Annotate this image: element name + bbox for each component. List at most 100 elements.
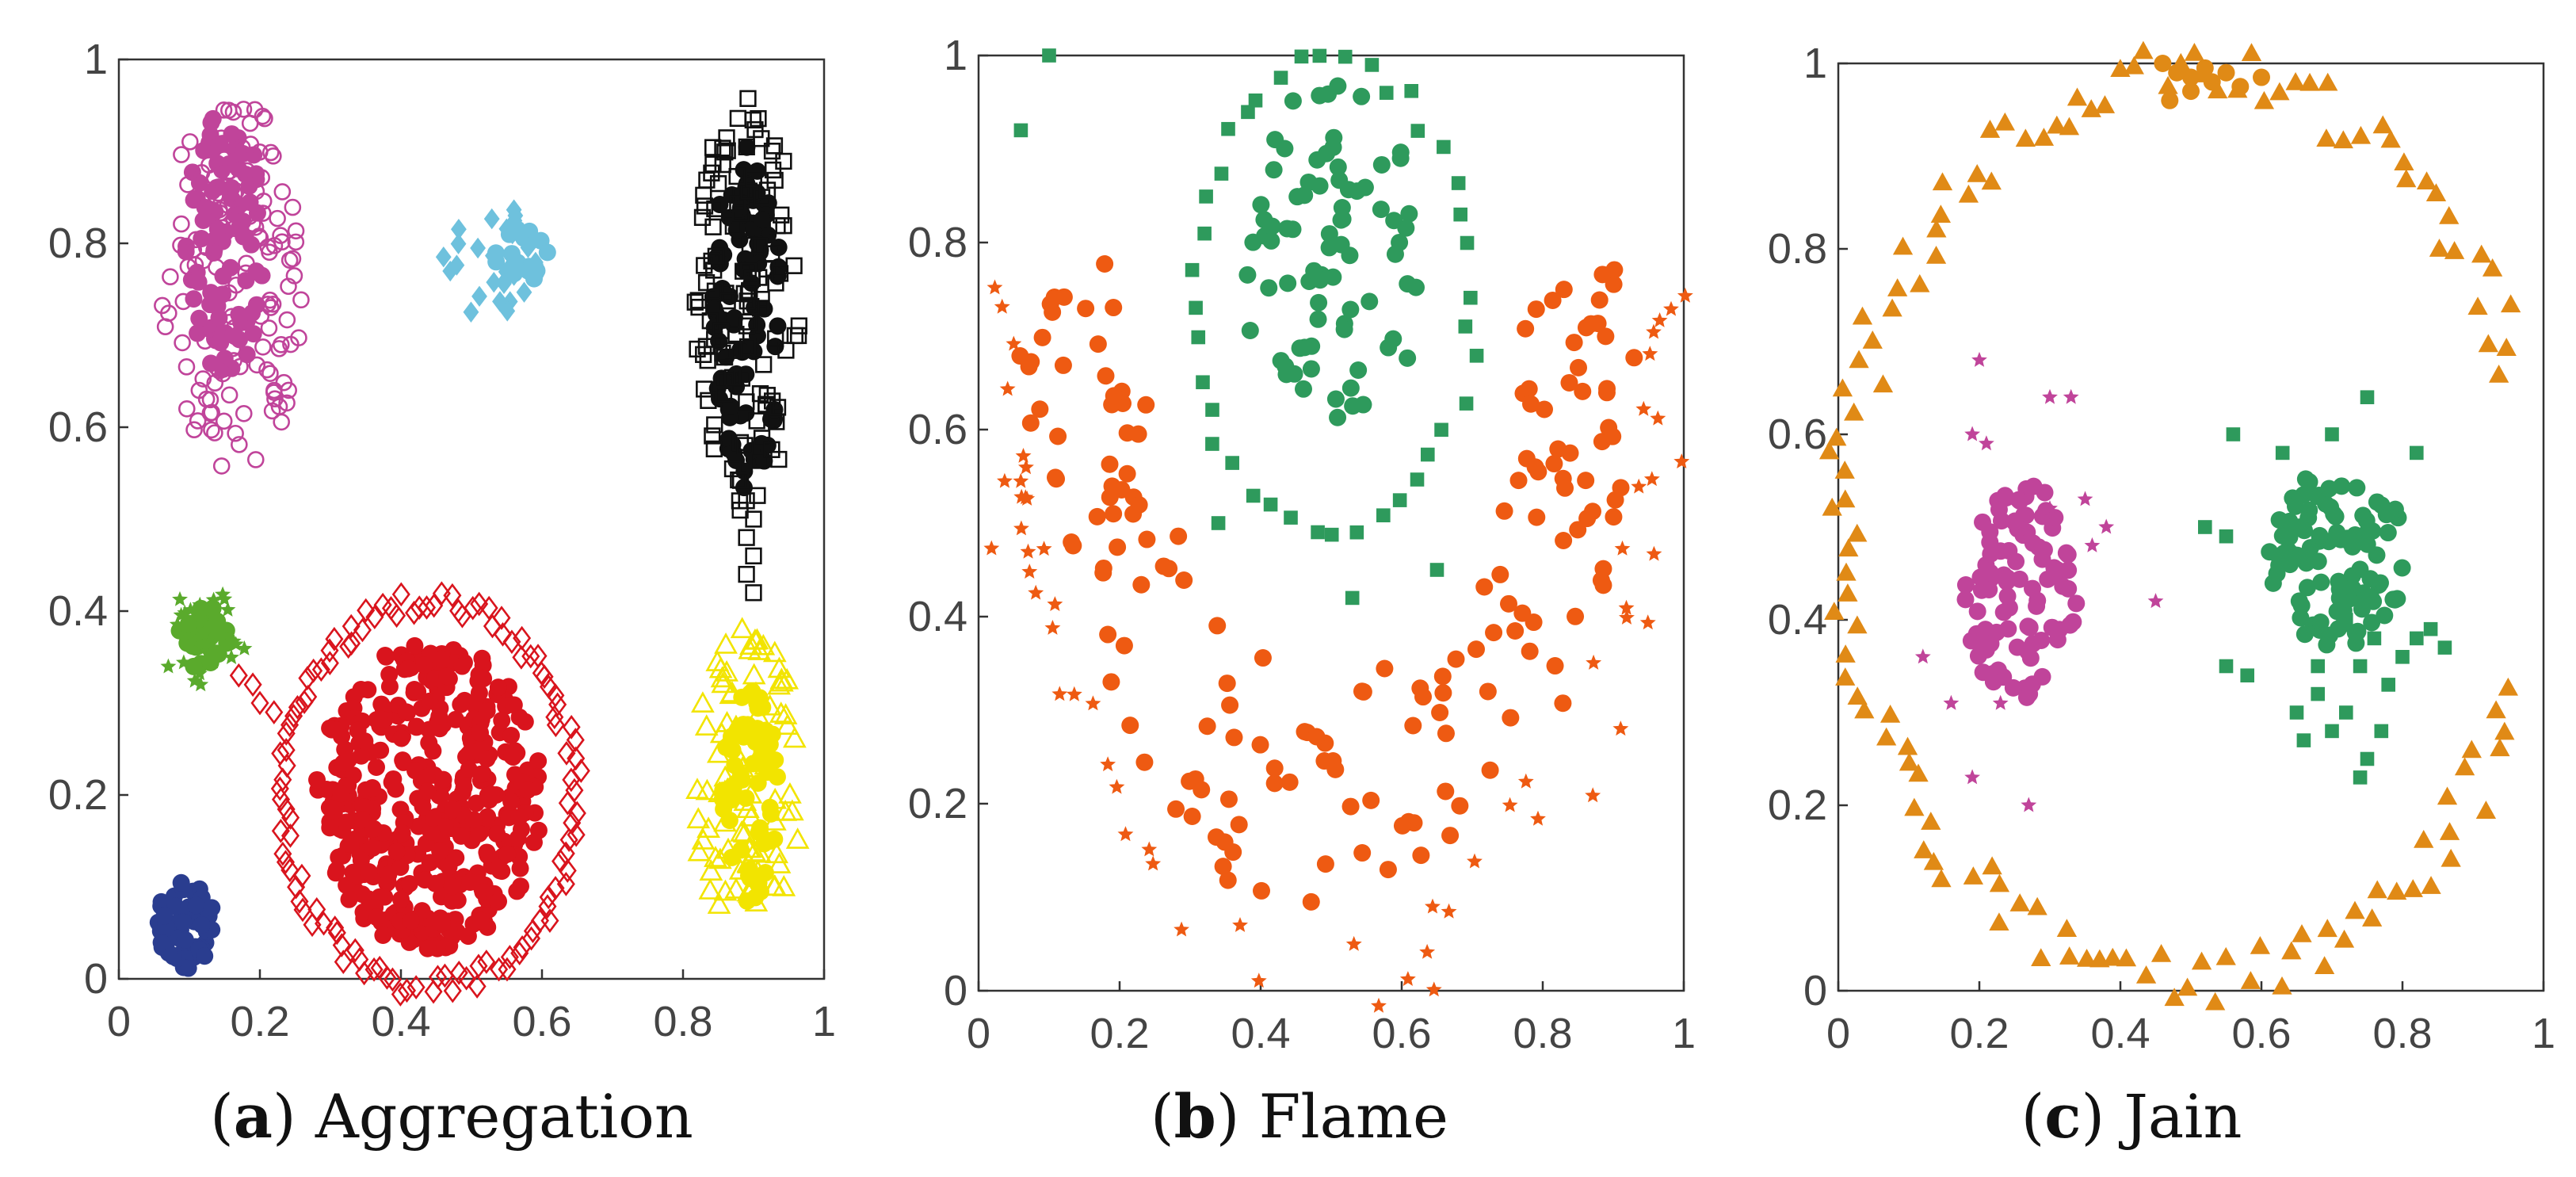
data-point — [2437, 786, 2458, 805]
data-point — [327, 920, 346, 946]
data-point — [707, 892, 731, 914]
data-point — [202, 130, 220, 148]
data-point — [1544, 291, 1562, 309]
data-point — [1353, 844, 1372, 862]
y-tick-label: 1 — [944, 32, 967, 79]
data-point — [253, 266, 271, 285]
data-point — [713, 879, 738, 901]
data-point — [1262, 231, 1280, 250]
data-point — [1414, 688, 1433, 706]
data-point — [731, 755, 755, 778]
data-point — [308, 770, 326, 789]
series-cluster-2-members — [435, 199, 544, 323]
data-point — [746, 120, 764, 139]
data-point — [442, 260, 459, 282]
data-point — [1349, 361, 1368, 380]
data-point — [1404, 83, 1419, 98]
data-point — [1991, 542, 2009, 560]
data-point — [1614, 540, 1631, 556]
data-point — [461, 743, 479, 761]
data-point — [2367, 631, 2382, 646]
data-point — [2441, 848, 2461, 867]
data-point — [1145, 855, 1162, 871]
data-point — [212, 129, 231, 147]
data-point — [1094, 559, 1112, 577]
data-point — [758, 182, 777, 199]
data-point — [1673, 453, 1690, 468]
data-point — [242, 235, 261, 254]
data-point — [764, 161, 782, 179]
data-point — [987, 279, 1003, 295]
data-point — [1393, 816, 1411, 835]
data-point — [1835, 644, 1856, 663]
data-point — [1311, 86, 1329, 105]
data-point — [751, 728, 776, 750]
data-point — [755, 356, 773, 373]
data-point — [1904, 797, 1925, 816]
data-point — [155, 907, 174, 925]
data-point — [1958, 184, 1979, 203]
data-point — [185, 421, 203, 439]
x-tick-label: 0.6 — [2231, 1010, 2291, 1057]
data-point — [1294, 49, 1309, 64]
data-point — [751, 633, 776, 655]
data-point — [1385, 212, 1403, 230]
data-point — [1849, 350, 1869, 369]
data-point — [353, 885, 372, 904]
data-point — [338, 876, 356, 894]
data-point — [2429, 239, 2450, 257]
data-point — [185, 290, 203, 308]
data-point — [1921, 812, 1941, 830]
data-point — [1956, 576, 1975, 594]
data-point — [1479, 682, 1497, 701]
data-point — [1013, 520, 1029, 536]
data-point — [1225, 728, 1243, 747]
data-point — [1590, 291, 1609, 309]
data-point — [757, 397, 775, 415]
data-point — [1447, 650, 1465, 668]
data-point — [2321, 626, 2339, 644]
data-point — [467, 974, 487, 999]
data-point — [1137, 396, 1155, 414]
data-point — [203, 639, 219, 655]
data-point — [203, 899, 221, 917]
data-point — [733, 369, 750, 387]
data-point — [2116, 948, 2137, 967]
data-point — [512, 645, 531, 670]
data-point — [1618, 599, 1635, 615]
data-point — [567, 746, 586, 771]
y-tick-label: 1 — [1803, 40, 1827, 87]
data-point — [261, 299, 280, 316]
data-point — [2067, 594, 2086, 613]
data-point — [225, 352, 242, 369]
data-point — [1854, 700, 1875, 719]
data-point — [1028, 584, 1044, 600]
data-point — [281, 805, 300, 831]
y-tick-label: 0.4 — [908, 593, 967, 640]
data-point — [1138, 530, 1156, 548]
data-point — [2437, 640, 2452, 655]
data-point — [691, 691, 715, 713]
data-point — [728, 858, 753, 880]
data-point — [190, 309, 208, 327]
data-point — [745, 510, 762, 528]
data-point — [2318, 72, 2338, 91]
data-point — [708, 656, 733, 678]
data-point — [1284, 220, 1302, 239]
data-point — [392, 890, 410, 908]
data-point — [509, 829, 527, 847]
data-point — [2147, 593, 2164, 609]
data-point — [231, 436, 248, 453]
data-point — [185, 241, 203, 258]
data-point — [443, 892, 461, 910]
data-point — [1117, 826, 1134, 842]
data-point — [1197, 226, 1212, 241]
data-point — [432, 650, 450, 668]
data-point — [790, 317, 807, 334]
data-point — [229, 663, 248, 688]
data-point — [1100, 756, 1116, 772]
data-point — [1263, 217, 1281, 235]
data-point — [1583, 503, 1601, 521]
data-point — [271, 787, 291, 812]
